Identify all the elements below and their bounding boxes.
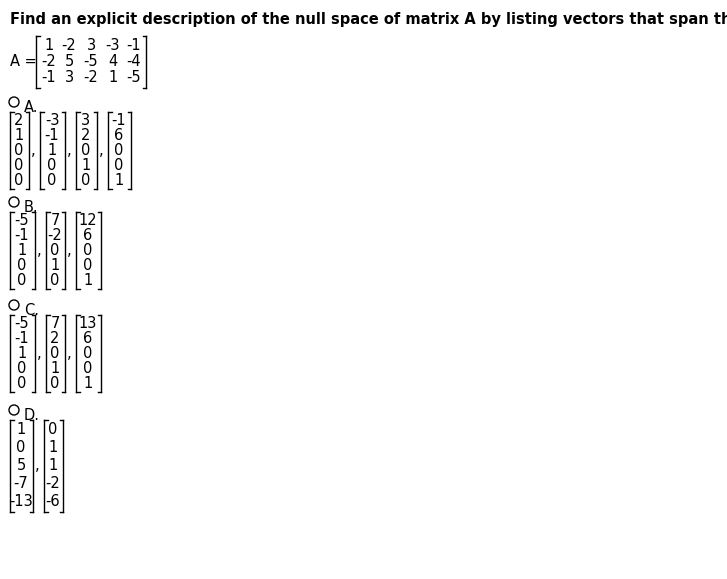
Text: 1: 1 (49, 459, 57, 474)
Text: 1: 1 (15, 128, 23, 143)
Text: 0: 0 (17, 376, 27, 391)
Text: D.: D. (24, 408, 40, 423)
Text: 0: 0 (50, 346, 60, 361)
Text: 6: 6 (84, 331, 92, 346)
Text: 0: 0 (17, 273, 27, 288)
Text: ,: , (67, 243, 72, 258)
Text: 1: 1 (44, 38, 54, 53)
Text: ,: , (31, 143, 36, 158)
Text: 12: 12 (79, 213, 97, 228)
Text: 1: 1 (81, 158, 91, 173)
Text: 1: 1 (49, 441, 57, 456)
Text: 0: 0 (15, 143, 24, 158)
Text: 1: 1 (17, 423, 25, 438)
Text: 0: 0 (47, 173, 57, 188)
Text: -6: -6 (46, 494, 60, 510)
Text: -1: -1 (15, 331, 29, 346)
Text: A =: A = (10, 54, 37, 69)
Text: 3: 3 (81, 113, 91, 128)
Text: 4: 4 (108, 54, 118, 69)
Text: 5: 5 (17, 459, 25, 474)
Text: 0: 0 (81, 173, 91, 188)
Text: ,: , (67, 143, 72, 158)
Text: -3: -3 (105, 38, 120, 53)
Text: 0: 0 (84, 258, 92, 273)
Text: 0: 0 (48, 423, 57, 438)
Text: 0: 0 (50, 376, 60, 391)
Text: 3: 3 (87, 38, 95, 53)
Text: ,: , (37, 243, 41, 258)
Text: -1: -1 (112, 113, 126, 128)
Text: -1: -1 (44, 128, 60, 143)
Text: -7: -7 (14, 477, 28, 492)
Text: -2: -2 (41, 54, 57, 69)
Text: 1: 1 (17, 243, 27, 258)
Text: 0: 0 (84, 361, 92, 376)
Text: 7: 7 (50, 213, 60, 228)
Text: -5: -5 (15, 213, 29, 228)
Text: 1: 1 (50, 361, 60, 376)
Text: 1: 1 (114, 173, 124, 188)
Text: 0: 0 (81, 143, 91, 158)
Text: 2: 2 (50, 331, 60, 346)
Text: ,: , (35, 459, 40, 474)
Text: 2: 2 (15, 113, 24, 128)
Text: 5: 5 (65, 54, 73, 69)
Text: 0: 0 (47, 158, 57, 173)
Text: 1: 1 (47, 143, 57, 158)
Text: 0: 0 (84, 346, 92, 361)
Text: -13: -13 (9, 494, 33, 510)
Text: 7: 7 (50, 316, 60, 331)
Text: 0: 0 (50, 273, 60, 288)
Text: 6: 6 (114, 128, 124, 143)
Text: 0: 0 (50, 243, 60, 258)
Text: 1: 1 (50, 258, 60, 273)
Text: 3: 3 (65, 71, 73, 86)
Text: -2: -2 (62, 38, 76, 53)
Text: -4: -4 (126, 54, 141, 69)
Text: A.: A. (24, 100, 39, 115)
Text: 6: 6 (84, 228, 92, 243)
Text: -3: -3 (45, 113, 59, 128)
Text: 2: 2 (81, 128, 91, 143)
Text: ,: , (99, 143, 104, 158)
Text: 0: 0 (114, 158, 124, 173)
Text: 1: 1 (84, 376, 92, 391)
Text: 1: 1 (17, 346, 27, 361)
Text: -5: -5 (84, 54, 98, 69)
Text: 0: 0 (15, 173, 24, 188)
Text: ,: , (37, 346, 41, 361)
Text: C.: C. (24, 303, 39, 318)
Text: -5: -5 (15, 316, 29, 331)
Text: Find an explicit description of the null space of matrix A by listing vectors th: Find an explicit description of the null… (10, 12, 727, 27)
Text: -2: -2 (84, 71, 98, 86)
Text: 0: 0 (84, 243, 92, 258)
Text: 0: 0 (17, 258, 27, 273)
Text: -5: -5 (126, 71, 141, 86)
Text: 0: 0 (114, 143, 124, 158)
Text: 1: 1 (84, 273, 92, 288)
Text: 0: 0 (16, 441, 25, 456)
Text: 0: 0 (17, 361, 27, 376)
Text: -1: -1 (41, 71, 56, 86)
Text: -1: -1 (126, 38, 141, 53)
Text: ,: , (67, 346, 72, 361)
Text: B.: B. (24, 200, 39, 215)
Text: 1: 1 (108, 71, 118, 86)
Text: -2: -2 (46, 477, 60, 492)
Text: -1: -1 (15, 228, 29, 243)
Text: -2: -2 (48, 228, 63, 243)
Text: 0: 0 (15, 158, 24, 173)
Text: 13: 13 (79, 316, 97, 331)
